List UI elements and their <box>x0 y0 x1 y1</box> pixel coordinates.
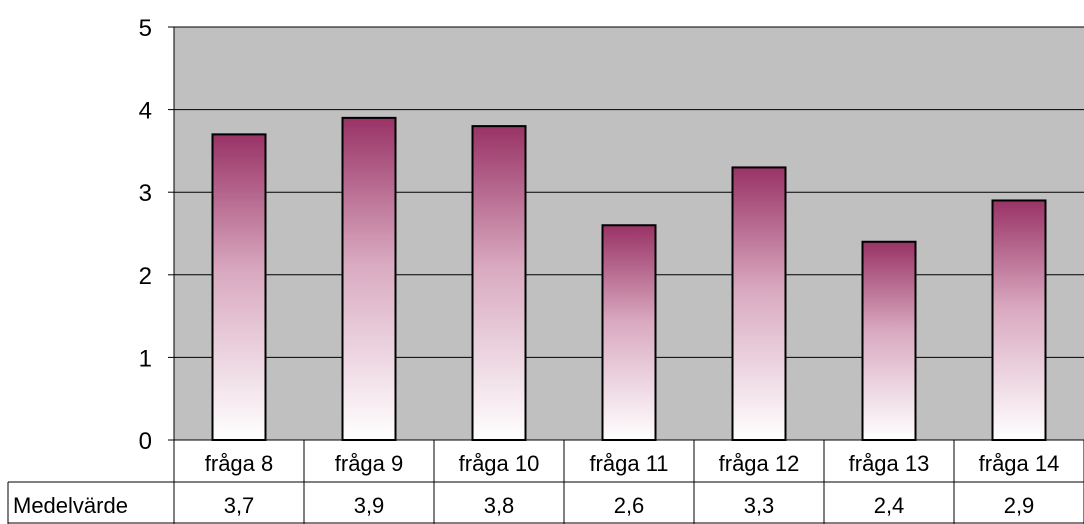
bar <box>991 199 1047 441</box>
y-tick-label: 0 <box>139 428 152 455</box>
data-table: Medelvärde fråga 8 3,7 fråga 9 3,9 fråga 10 3,… <box>7 439 1084 524</box>
bar <box>601 224 657 441</box>
y-tick-label: 4 <box>139 98 152 125</box>
data-label: 3,3 <box>744 493 775 518</box>
series-name: Medelvärde <box>13 493 128 518</box>
category-label: fråga 12 <box>719 451 800 476</box>
bar <box>211 133 267 441</box>
category-label: fråga 11 <box>589 451 668 476</box>
y-tick-label: 2 <box>139 263 152 290</box>
y-tick-label: 1 <box>139 345 152 372</box>
y-tick-label: 3 <box>139 180 152 207</box>
bar <box>471 125 527 442</box>
y-axis: 0 1 2 3 4 5 <box>139 15 174 455</box>
data-label: 3,8 <box>484 493 515 518</box>
category-label: fråga 14 <box>979 451 1060 476</box>
bar <box>731 166 787 441</box>
data-label: 2,9 <box>1004 493 1035 518</box>
data-label: 2,4 <box>874 493 905 518</box>
bar <box>341 116 397 442</box>
data-label: 3,9 <box>354 493 385 518</box>
category-label: fråga 10 <box>459 451 540 476</box>
category-label: fråga 8 <box>205 451 274 476</box>
category-label: fråga 9 <box>335 451 404 476</box>
y-tick-label: 5 <box>139 15 152 42</box>
category-label: fråga 13 <box>849 451 930 476</box>
data-label: 3,7 <box>224 493 255 518</box>
bar <box>861 240 917 441</box>
data-label: 2,6 <box>614 493 645 518</box>
